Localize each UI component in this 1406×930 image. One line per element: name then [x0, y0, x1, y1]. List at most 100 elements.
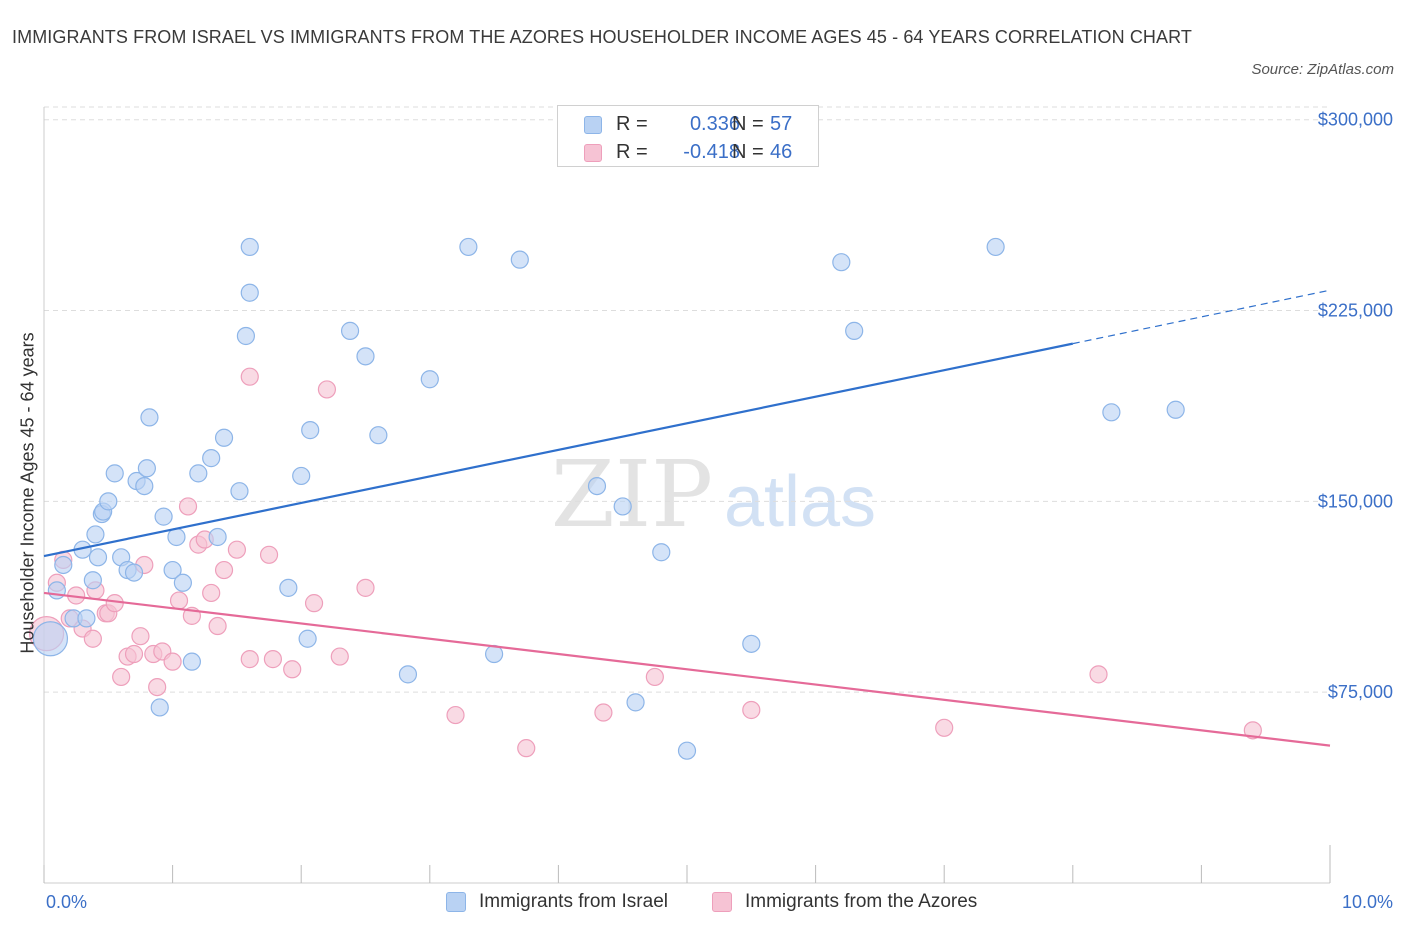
data-point — [1089, 665, 1108, 684]
data-point — [227, 540, 246, 559]
data-point — [214, 560, 234, 580]
data-point — [230, 482, 249, 501]
azores-swatch — [584, 144, 602, 162]
data-point — [214, 428, 234, 447]
legend-label-israel: Immigrants from Israel — [479, 891, 668, 912]
data-point — [369, 426, 388, 445]
data-point — [292, 466, 311, 486]
r-value: -0.418 — [683, 141, 740, 163]
azores-points — [28, 367, 1262, 758]
data-point — [83, 571, 102, 590]
data-point — [236, 326, 256, 346]
data-point — [283, 660, 302, 679]
data-point — [189, 464, 208, 483]
data-point — [845, 321, 864, 340]
data-point — [420, 370, 439, 389]
data-point — [208, 527, 227, 547]
data-point — [1102, 403, 1121, 422]
watermark-atlas: atlas — [724, 462, 876, 542]
x-tick-label-max: 10.0% — [1342, 892, 1393, 912]
israel-trend-line — [43, 342, 1074, 558]
data-point — [208, 616, 227, 636]
israel-legend-swatch — [446, 892, 466, 912]
data-point — [986, 237, 1005, 257]
data-point — [105, 464, 124, 483]
data-point — [77, 609, 96, 628]
y-tick-label: $225,000 — [1318, 301, 1393, 321]
data-point — [652, 543, 671, 562]
r-label: R = — [616, 113, 648, 135]
data-point — [279, 578, 298, 597]
stats-legend: R = 0.336 N = 57 R = -0.418 N = 46 — [557, 105, 819, 167]
n-value: 46 — [770, 141, 793, 163]
data-point — [356, 347, 375, 366]
data-point — [304, 594, 324, 613]
data-point — [135, 476, 154, 496]
data-point — [240, 367, 259, 386]
data-point — [517, 739, 536, 758]
chart-title: IMMIGRANTS FROM ISRAEL VS IMMIGRANTS FRO… — [12, 27, 1192, 47]
x-ticks — [43, 845, 1331, 883]
data-point — [83, 629, 102, 648]
r-label: R = — [616, 141, 648, 163]
data-point — [202, 583, 221, 603]
data-point — [510, 250, 529, 269]
data-point — [54, 555, 73, 575]
data-point — [301, 421, 320, 440]
y-tick-label: $75,000 — [1328, 682, 1393, 702]
data-point — [446, 705, 465, 725]
data-point — [298, 629, 317, 648]
data-point — [587, 476, 607, 496]
data-point — [47, 581, 66, 600]
data-point — [240, 237, 259, 257]
data-point — [124, 563, 144, 582]
data-point — [131, 627, 150, 646]
data-point — [173, 573, 192, 592]
data-point — [677, 741, 697, 760]
data-point — [88, 548, 108, 567]
azores-legend-swatch — [712, 892, 732, 912]
azores-trend-line — [43, 591, 1331, 747]
data-point — [626, 693, 645, 712]
data-point — [112, 667, 131, 687]
y-tick-label: $150,000 — [1318, 491, 1393, 511]
data-point — [330, 647, 349, 666]
data-point — [263, 650, 283, 669]
data-point — [742, 700, 761, 720]
watermark-zip: ZIP — [551, 441, 713, 548]
data-point — [163, 560, 182, 580]
data-point — [832, 253, 851, 272]
data-point — [86, 525, 105, 544]
data-point — [137, 459, 156, 478]
data-point — [99, 492, 118, 511]
data-point — [594, 703, 613, 722]
data-point — [202, 449, 221, 468]
data-point — [150, 698, 169, 717]
data-point — [240, 650, 259, 669]
data-point — [459, 237, 478, 257]
data-point — [240, 283, 259, 302]
israel-swatch — [584, 116, 602, 134]
data-point — [1243, 721, 1262, 740]
data-point — [1166, 400, 1185, 419]
data-point — [178, 497, 198, 516]
data-point — [154, 507, 173, 526]
trend-lines — [43, 289, 1331, 747]
data-point — [32, 621, 69, 657]
x-tick-label-min: 0.0% — [46, 892, 87, 912]
data-point — [163, 652, 182, 671]
data-point — [169, 591, 189, 610]
data-point — [182, 652, 201, 671]
israel-points — [32, 237, 1185, 760]
data-point — [356, 578, 375, 597]
data-point — [742, 634, 761, 653]
grid — [44, 106, 1330, 693]
n-label: N = — [732, 113, 764, 135]
data-point — [340, 321, 360, 340]
data-point — [935, 718, 954, 737]
data-point — [398, 665, 418, 684]
data-point — [124, 644, 144, 664]
n-label: N = — [732, 141, 764, 163]
data-point — [148, 677, 167, 697]
